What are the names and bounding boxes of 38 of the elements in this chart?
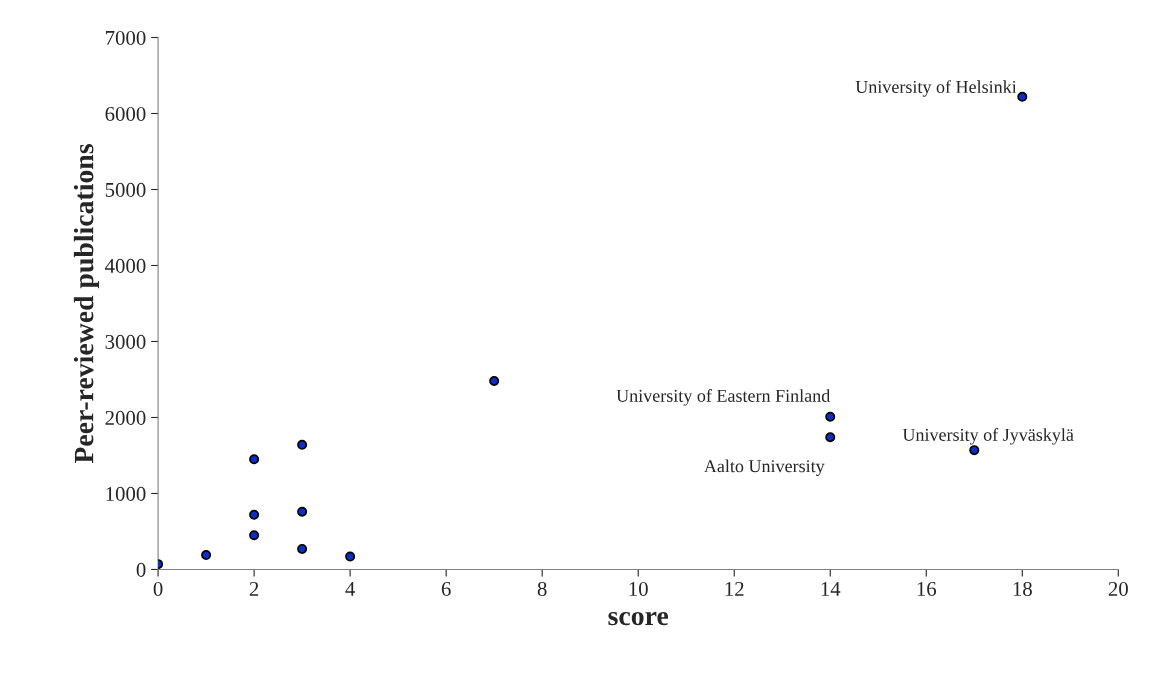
- x-tick-label: 2: [249, 581, 259, 596]
- y-tick-label: 6000: [105, 106, 146, 121]
- x-axis-title: score: [608, 611, 669, 626]
- x-tick-label: 16: [917, 581, 937, 596]
- y-tick-label: 5000: [105, 182, 146, 197]
- x-tick-label: 0: [153, 581, 163, 596]
- y-axis-title: Peer-reviewed publications: [73, 144, 100, 464]
- annotation: University of Jyväskylä: [902, 428, 1074, 445]
- y-tick-label: 0: [136, 562, 146, 577]
- y-tick-label: 2000: [105, 410, 146, 425]
- point: [297, 506, 308, 517]
- annotation: Aalto University: [704, 459, 825, 477]
- point: [345, 551, 356, 562]
- point: [297, 439, 308, 450]
- x-tick-label: 20: [1108, 581, 1128, 596]
- x-tick-label: 6: [441, 581, 451, 596]
- y-tick-label: 1000: [106, 486, 146, 501]
- x-tick-label: 18: [1013, 581, 1032, 596]
- annotation: University of Eastern Finland: [616, 389, 831, 406]
- x-tick-label: 10: [629, 581, 648, 596]
- y-tick-label: 3000: [105, 334, 146, 349]
- x-tick-label: 8: [537, 581, 547, 596]
- x-tick-label: 12: [725, 581, 744, 596]
- point: [201, 550, 212, 561]
- point: [489, 376, 500, 387]
- x-tick-label: 4: [345, 582, 356, 596]
- point: [969, 445, 980, 456]
- y-tick-label: 7000: [105, 30, 146, 45]
- annotation: University of Helsinki: [855, 80, 1017, 97]
- point: [249, 454, 260, 465]
- point: [249, 530, 260, 541]
- y-tick-label: 4000: [105, 258, 146, 273]
- point: [1017, 91, 1028, 102]
- point: [825, 432, 836, 443]
- point: [249, 509, 260, 520]
- x-tick-label: 14: [821, 581, 841, 596]
- point: [297, 543, 308, 554]
- point: [825, 411, 836, 422]
